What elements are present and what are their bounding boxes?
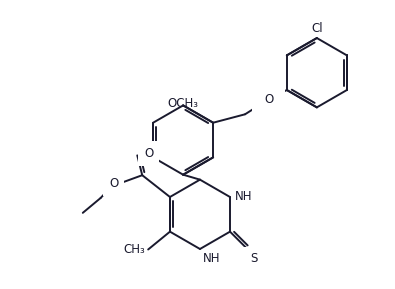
Text: CH₃: CH₃ — [124, 243, 145, 256]
Text: OCH₃: OCH₃ — [167, 97, 199, 110]
Text: O: O — [264, 93, 273, 106]
Text: O: O — [144, 147, 153, 160]
Text: NH: NH — [235, 190, 252, 203]
Text: Cl: Cl — [311, 22, 323, 35]
Text: O: O — [109, 177, 118, 190]
Text: S: S — [250, 253, 257, 266]
Text: NH: NH — [203, 252, 220, 265]
